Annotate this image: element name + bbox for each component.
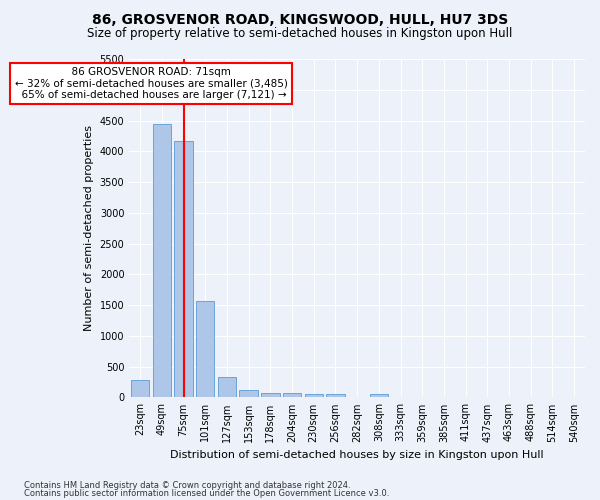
Bar (283, 394, 301, 398)
Text: Contains HM Land Registry data © Crown copyright and database right 2024.: Contains HM Land Registry data © Crown c… (24, 480, 350, 490)
Y-axis label: Number of semi-detached properties: Number of semi-detached properties (84, 125, 94, 331)
Text: Size of property relative to semi-detached houses in Kingston upon Hull: Size of property relative to semi-detach… (88, 28, 512, 40)
Bar (261, 392, 280, 398)
Bar (175, 142, 193, 398)
Bar (370, 394, 388, 398)
Bar (152, 124, 171, 398)
X-axis label: Distribution of semi-detached houses by size in Kingston upon Hull: Distribution of semi-detached houses by … (170, 450, 544, 460)
Bar (326, 394, 344, 398)
Bar (239, 390, 258, 398)
Text: 86 GROSVENOR ROAD: 71sqm  
← 32% of semi-detached houses are smaller (3,485)
  6: 86 GROSVENOR ROAD: 71sqm ← 32% of semi-d… (14, 67, 287, 100)
Bar (131, 380, 149, 398)
Bar (196, 302, 214, 398)
Text: Contains public sector information licensed under the Open Government Licence v3: Contains public sector information licen… (24, 489, 389, 498)
Text: 86, GROSVENOR ROAD, KINGSWOOD, HULL, HU7 3DS: 86, GROSVENOR ROAD, KINGSWOOD, HULL, HU7… (92, 12, 508, 26)
Bar (218, 377, 236, 398)
Bar (305, 394, 323, 398)
